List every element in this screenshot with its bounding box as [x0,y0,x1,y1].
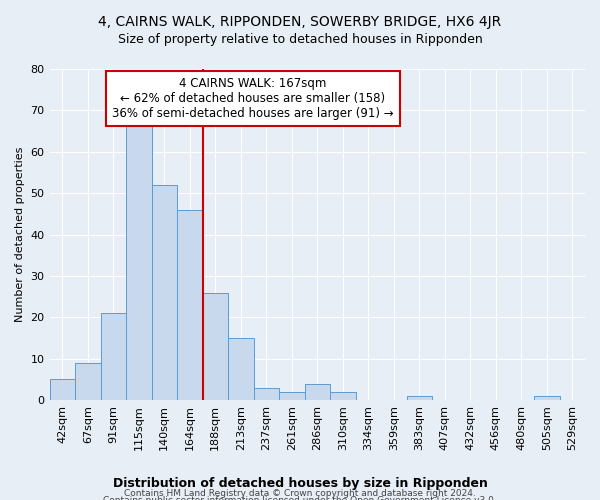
Bar [305,384,330,400]
Text: Contains public sector information licensed under the Open Government Licence v3: Contains public sector information licen… [103,496,497,500]
Bar [279,392,305,400]
Text: 4, CAIRNS WALK, RIPPONDEN, SOWERBY BRIDGE, HX6 4JR: 4, CAIRNS WALK, RIPPONDEN, SOWERBY BRIDG… [98,15,502,29]
Bar [407,396,432,400]
Text: Contains HM Land Registry data © Crown copyright and database right 2024.: Contains HM Land Registry data © Crown c… [124,489,476,498]
Y-axis label: Number of detached properties: Number of detached properties [15,147,25,322]
Bar [177,210,203,400]
Bar [75,363,101,400]
Bar [254,388,279,400]
Bar [534,396,560,400]
Bar [101,313,126,400]
Bar [203,292,228,400]
Bar [126,118,152,400]
Bar [330,392,356,400]
Bar [50,380,75,400]
Bar [228,338,254,400]
Text: Size of property relative to detached houses in Ripponden: Size of property relative to detached ho… [118,32,482,46]
Text: Distribution of detached houses by size in Ripponden: Distribution of detached houses by size … [113,478,487,490]
Text: 4 CAIRNS WALK: 167sqm
← 62% of detached houses are smaller (158)
36% of semi-det: 4 CAIRNS WALK: 167sqm ← 62% of detached … [112,78,394,120]
Bar [152,185,177,400]
